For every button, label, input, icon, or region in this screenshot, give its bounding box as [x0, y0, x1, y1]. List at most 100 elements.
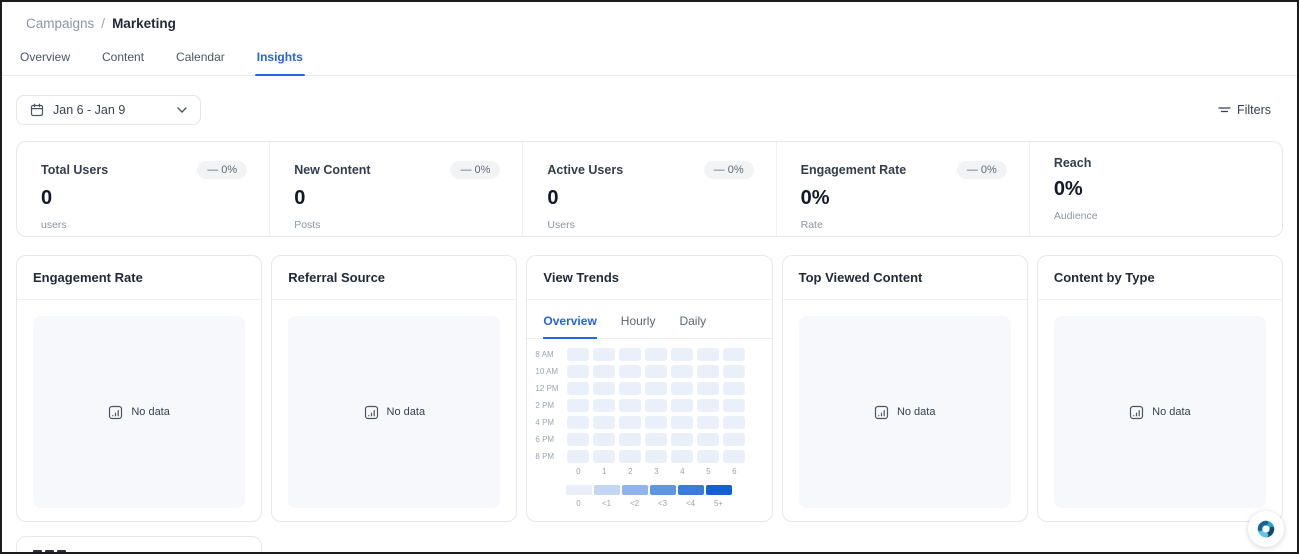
- card-title: Top Viewed Content: [798, 270, 923, 285]
- heatmap-cell: [645, 433, 668, 446]
- tab-overview[interactable]: Overview: [20, 50, 71, 64]
- empty-state: No data: [33, 316, 246, 508]
- no-data-label: No data: [896, 406, 936, 418]
- breadcrumb-marketing: Marketing: [112, 16, 176, 31]
- heatmap-cell: [671, 416, 694, 429]
- heatmap-row-label: 2 PM: [535, 401, 555, 410]
- legend-label: <1: [601, 499, 612, 508]
- tab-insights[interactable]: Insights: [254, 50, 305, 76]
- heatmap-col-label: 5: [706, 467, 711, 476]
- stat-reach: Reach 0% Audience: [1028, 142, 1282, 236]
- heatmap-cell: [723, 433, 746, 446]
- tab-vt-hourly[interactable]: Hourly: [620, 314, 656, 328]
- heatmap-cell: [619, 416, 642, 429]
- heatmap-cell: [567, 450, 590, 463]
- legend-item: <4: [677, 485, 704, 508]
- no-data-label: No data: [131, 406, 170, 418]
- heatmap-cell: [593, 399, 616, 412]
- card-title: Content by Type: [1053, 270, 1155, 285]
- heatmap-cell: [723, 382, 746, 395]
- heatmap-row-label: 4 PM: [535, 418, 555, 427]
- heatmap-col-label: 2: [628, 467, 633, 476]
- tab-vt-overview[interactable]: Overview: [543, 314, 598, 339]
- stat-unit: Users: [547, 219, 575, 231]
- calendar-icon: [30, 103, 44, 117]
- empty-state: No data: [288, 316, 501, 508]
- main-tabs: Overview Content Calendar Insights: [2, 50, 1297, 76]
- heatmap-cell: [671, 365, 694, 378]
- heatmap-cell: [697, 399, 720, 412]
- heatmap-cell: [723, 416, 746, 429]
- heatmap-cell: [671, 399, 694, 412]
- heatmap-cell: [619, 433, 642, 446]
- heatmap-cell: [593, 450, 616, 463]
- legend-label: <3: [657, 499, 668, 508]
- stat-unit: Posts: [294, 219, 321, 231]
- stat-unit: Audience: [1053, 210, 1098, 222]
- heatmap-cell: [645, 382, 668, 395]
- tab-vt-daily[interactable]: Daily: [679, 314, 707, 328]
- heatmap-cell: [671, 348, 694, 361]
- legend-swatch: [649, 485, 676, 495]
- tab-content[interactable]: Content: [102, 50, 145, 64]
- heatmap-cell: [567, 399, 590, 412]
- date-range-label: Jan 6 - Jan 9: [53, 103, 126, 117]
- heatmap-cell: [619, 382, 642, 395]
- heatmap-cell: [645, 450, 668, 463]
- heatmap-cell: [645, 416, 668, 429]
- stat-unit: Rate: [800, 219, 823, 231]
- stat-label: New Content: [294, 163, 371, 177]
- heatmap-row-label: 8 AM: [535, 350, 554, 359]
- legend-item: <1: [593, 485, 620, 508]
- heatmap-col-label: 3: [654, 467, 659, 476]
- heatmap-cell: [645, 348, 668, 361]
- legend-label: <2: [629, 499, 640, 508]
- heatmap-row-label: 8 PM: [535, 452, 555, 461]
- bar-chart-icon: [1129, 405, 1144, 420]
- heatmap-cell: [723, 450, 746, 463]
- bar-chart-icon: [108, 405, 123, 420]
- stat-delta-badge: — 0%: [197, 161, 248, 179]
- card-referral-source: Referral Source No data: [271, 255, 518, 522]
- breadcrumb-campaigns[interactable]: Campaigns: [26, 16, 95, 31]
- legend-label: <4: [685, 499, 696, 508]
- breadcrumb: Campaigns / Marketing: [2, 2, 1297, 31]
- stat-label: Total Users: [41, 163, 109, 177]
- legend-swatch: [677, 485, 704, 495]
- tab-calendar[interactable]: Calendar: [176, 50, 225, 64]
- bar-chart-icon: [874, 405, 889, 420]
- card-view-trends: View Trends Overview Hourly Daily 8 AM 10…: [526, 255, 773, 522]
- stat-delta-badge: — 0%: [956, 161, 1007, 179]
- heatmap-cell: [619, 348, 642, 361]
- filters-button[interactable]: Filters: [1218, 103, 1271, 117]
- brand-logo-badge[interactable]: [1248, 511, 1284, 547]
- heatmap-cell: [645, 365, 668, 378]
- stat-value: 0: [294, 187, 306, 209]
- stat-total-users: Total Users — 0% 0 users: [17, 142, 269, 236]
- bar-chart-icon: [364, 405, 379, 420]
- card-content-by-type: Content by Type No data: [1036, 255, 1284, 522]
- card-top-viewed-content: Top Viewed Content No data: [781, 255, 1028, 522]
- legend-item: <3: [649, 485, 676, 508]
- heatmap-cell: [593, 416, 616, 429]
- heatmap-cell: [619, 450, 642, 463]
- heatmap-cell: [697, 450, 720, 463]
- charts-row: Engagement Rate No data Referral Source: [16, 255, 1284, 522]
- heatmap-cell: [671, 450, 694, 463]
- heatmap-cell: [567, 348, 590, 361]
- empty-state: No data: [1053, 316, 1267, 508]
- heatmap: 8 AM 10 AM 12 PM 2 PM 4 PM 6 PM 8 PM 0 1 2 3 4 5 6: [535, 348, 761, 476]
- heatmap-cell: [697, 365, 720, 378]
- stat-value: 0%: [1053, 178, 1083, 200]
- filters-label: Filters: [1236, 103, 1271, 117]
- heatmap-col-label: 6: [732, 467, 737, 476]
- heatmap-col-label: 1: [602, 467, 607, 476]
- no-data-label: No data: [1152, 406, 1191, 418]
- empty-state: No data: [798, 316, 1011, 508]
- date-range-picker[interactable]: Jan 6 - Jan 9: [16, 95, 201, 125]
- stat-value: 0: [41, 187, 53, 209]
- heatmap-cell: [645, 399, 668, 412]
- clipped-card-title: [33, 550, 66, 552]
- stat-value: 0: [547, 187, 559, 209]
